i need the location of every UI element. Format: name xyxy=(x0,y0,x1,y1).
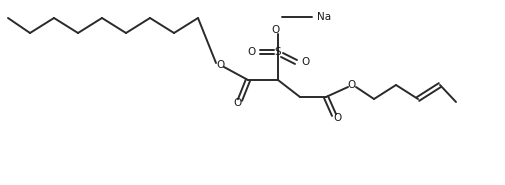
Text: O: O xyxy=(247,47,255,57)
Text: O: O xyxy=(334,113,342,123)
Text: O: O xyxy=(233,98,241,108)
Text: O: O xyxy=(272,25,280,35)
Text: O: O xyxy=(348,80,356,90)
Text: Na: Na xyxy=(317,12,331,22)
Text: O: O xyxy=(301,57,309,67)
Text: S: S xyxy=(275,47,281,57)
Text: O: O xyxy=(216,60,224,70)
